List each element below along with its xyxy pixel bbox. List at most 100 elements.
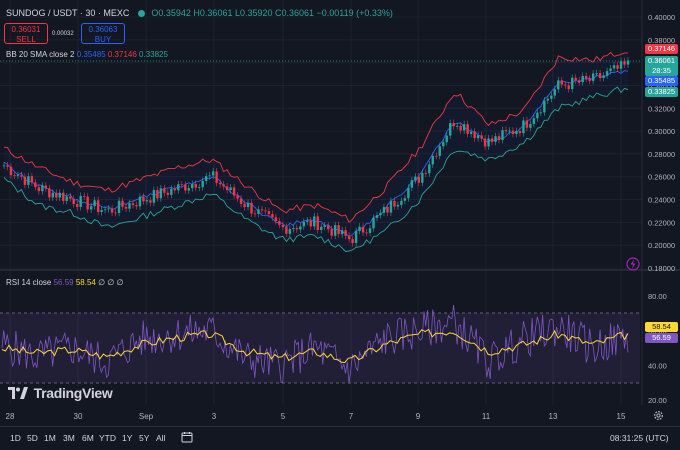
time-tick-label: 13 xyxy=(549,412,558,421)
candle-body xyxy=(337,225,340,235)
bb-lower-line xyxy=(3,86,629,252)
candle-body xyxy=(379,212,382,216)
candle-body xyxy=(285,227,288,234)
gear-icon[interactable] xyxy=(653,410,664,421)
lightning-icon[interactable] xyxy=(626,257,640,271)
candle-body xyxy=(218,182,222,185)
market-status-icon xyxy=(137,10,145,17)
time-tick-label: 30 xyxy=(74,412,83,421)
rsi-lines xyxy=(1,304,629,384)
candle-body xyxy=(149,200,152,203)
timeframe-button-1d[interactable]: 1D xyxy=(10,433,21,443)
bb-lower-tag: 0.33825 xyxy=(645,87,678,97)
candle-body xyxy=(274,217,278,222)
candle-body xyxy=(239,198,243,204)
candle-body xyxy=(602,75,605,79)
candle-body xyxy=(260,209,264,211)
utc-clock[interactable]: 08:31:25 (UTC) xyxy=(610,433,669,443)
candle-body xyxy=(386,207,389,213)
candle-body xyxy=(117,200,121,213)
candle-body xyxy=(546,98,550,101)
sell-button[interactable]: 0.36031 SELL xyxy=(4,23,48,44)
last-price-value: 0.36061 xyxy=(647,56,676,65)
candle-body xyxy=(281,224,285,228)
bb-lower-value: 0.33825 xyxy=(139,50,168,59)
bb-upper-line xyxy=(3,51,628,224)
candle-body xyxy=(257,209,260,214)
candle-body xyxy=(557,80,560,90)
bb-legend[interactable]: BB 20 SMA close 2 0.35485 0.37146 0.3382… xyxy=(6,50,168,59)
candle-body xyxy=(508,130,511,132)
candle-body xyxy=(135,205,138,207)
timeframe-button-ytd[interactable]: YTD xyxy=(99,433,116,443)
time-tick-label: Sep xyxy=(139,412,154,421)
timeframe-button-3m[interactable]: 3M xyxy=(63,433,75,443)
candle-body xyxy=(23,176,27,185)
candle-body xyxy=(55,192,58,198)
symbol-title[interactable]: SUNDOG / USDT · 30 · MEXC xyxy=(6,8,130,18)
candle-body xyxy=(323,225,326,227)
candle-body xyxy=(449,123,452,136)
candle-body xyxy=(428,164,431,174)
candle-body xyxy=(187,188,190,191)
time-tick-label: 9 xyxy=(416,412,421,421)
candle-body xyxy=(571,77,574,89)
candle-body xyxy=(421,172,424,183)
candle-body xyxy=(609,68,612,72)
candle-body xyxy=(173,188,177,191)
candle-body xyxy=(584,75,588,79)
candle-body xyxy=(211,171,215,176)
candle-body xyxy=(435,155,438,157)
timeframe-button-5y[interactable]: 5Y xyxy=(139,433,150,443)
candle-body xyxy=(532,118,536,124)
rsi-line xyxy=(1,304,629,384)
buy-label: BUY xyxy=(94,35,112,44)
candle-body xyxy=(110,208,114,213)
candle-body xyxy=(605,71,609,76)
time-tick-label: 11 xyxy=(482,412,491,421)
price-tick-label: 0.32000 xyxy=(648,104,675,113)
timeframe-button-1m[interactable]: 1M xyxy=(44,433,56,443)
buy-button[interactable]: 0.36063 BUY xyxy=(81,23,125,44)
candle-body xyxy=(288,229,292,234)
candle-body xyxy=(152,190,156,203)
calendar-icon[interactable] xyxy=(181,431,193,443)
candle-body xyxy=(131,203,135,206)
bollinger-bands xyxy=(3,51,629,252)
candle-body xyxy=(354,231,358,244)
candle-body xyxy=(407,187,410,199)
rsi-tick-label: 20.00 xyxy=(648,396,667,405)
candle-body xyxy=(225,186,229,190)
chart-header: SUNDOG / USDT · 30 · MEXC O0.35942 H0.36… xyxy=(6,8,393,18)
candle-body xyxy=(375,215,379,218)
candle-body xyxy=(69,196,72,199)
price-tick-label: 0.22000 xyxy=(648,218,675,227)
bb-fill xyxy=(4,52,628,252)
bb-upper-value: 0.37146 xyxy=(107,50,137,59)
candle-body xyxy=(246,202,250,208)
candle-body xyxy=(320,226,323,230)
candle-body xyxy=(34,182,37,188)
timeframe-button-1y[interactable]: 1Y xyxy=(122,433,133,443)
candle-body xyxy=(539,112,543,114)
candle-body xyxy=(292,228,295,230)
timeframe-button-all[interactable]: All xyxy=(156,433,166,443)
candle-body xyxy=(473,131,476,139)
candle-body xyxy=(145,200,149,202)
time-tick-label: 28 xyxy=(6,412,15,421)
rsi-legend[interactable]: RSI 14 close 56.59 58.54 ∅ ∅ ∅ xyxy=(6,278,123,287)
candle-body xyxy=(340,230,344,235)
candle-body xyxy=(462,124,466,131)
sell-label: SELL xyxy=(16,35,36,44)
candle-body xyxy=(623,61,626,65)
candle-body xyxy=(79,195,82,207)
rsi-legend-label: RSI 14 close xyxy=(6,278,52,287)
tradingview-logo[interactable]: TradingView xyxy=(8,385,113,401)
candle-body xyxy=(522,120,525,134)
candle-body xyxy=(103,209,107,211)
timeframe-button-6m[interactable]: 6M xyxy=(82,433,94,443)
candle-body xyxy=(515,131,518,135)
timeframe-button-5d[interactable]: 5D xyxy=(27,433,38,443)
candle-body xyxy=(278,221,281,225)
